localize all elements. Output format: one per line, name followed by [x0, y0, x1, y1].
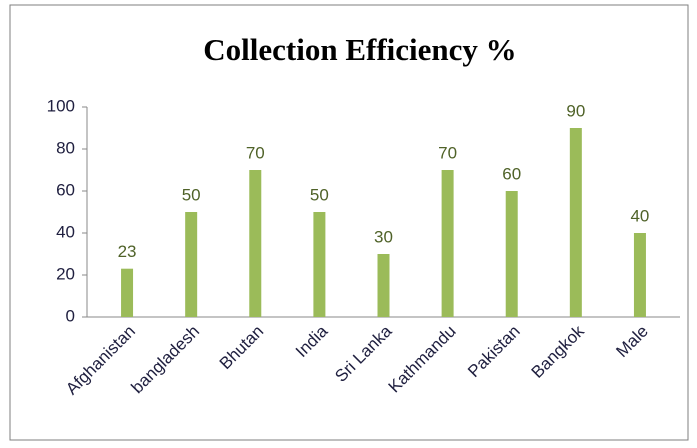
y-tick-label: 0	[66, 306, 75, 325]
data-label: 50	[310, 185, 329, 204]
bar	[313, 212, 326, 317]
y-tick-label: 100	[47, 96, 75, 115]
bar	[569, 128, 582, 317]
data-label: 70	[438, 143, 457, 162]
bar	[121, 268, 134, 317]
bar	[185, 212, 198, 317]
data-label: 60	[502, 164, 521, 183]
data-label: 90	[566, 101, 585, 120]
bar	[249, 170, 262, 317]
data-label: 40	[630, 206, 649, 225]
y-tick-label: 20	[56, 264, 75, 283]
data-label: 30	[374, 227, 393, 246]
data-label: 23	[118, 242, 137, 261]
data-label: 70	[246, 143, 265, 162]
bar	[633, 233, 646, 317]
chart-title: Collection Efficiency %	[203, 32, 516, 67]
y-tick-label: 40	[56, 222, 75, 241]
y-tick-label: 60	[56, 180, 75, 199]
bar	[441, 170, 454, 317]
data-label: 50	[182, 185, 201, 204]
y-tick-label: 80	[56, 138, 75, 157]
bar	[505, 191, 518, 317]
bar	[377, 254, 390, 317]
